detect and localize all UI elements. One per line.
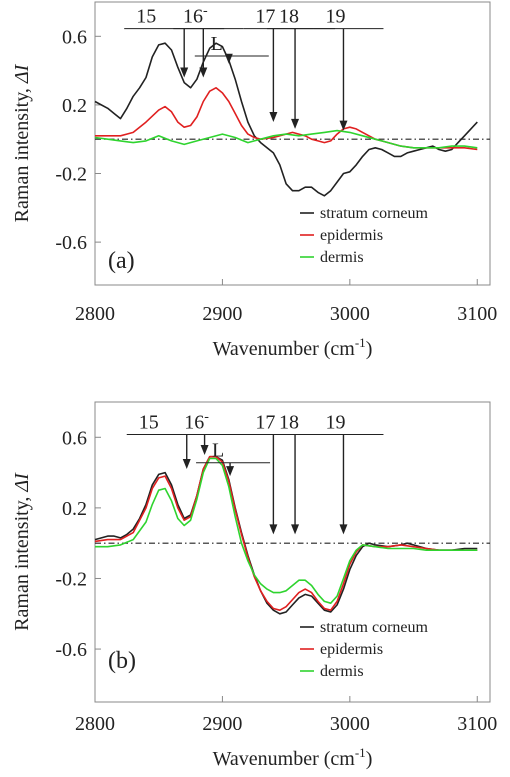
peak-arrow-head [199, 67, 208, 78]
y-tick-label: 0.2 [62, 95, 87, 117]
panel-label: (b) [108, 648, 136, 674]
panel-label: (a) [108, 248, 135, 274]
x-tick-label: 3000 [330, 303, 370, 325]
x-tick-label: 3000 [330, 713, 370, 735]
x-tick-label: 2800 [75, 713, 115, 735]
peak-label: 17 [255, 411, 275, 433]
x-tick-label: 2900 [202, 303, 242, 325]
peak-arrow-head [269, 524, 278, 535]
y-tick-label: -0.2 [55, 164, 87, 186]
series-line-stratum-corneum [94, 42, 478, 197]
peak-arrow-head [269, 112, 278, 123]
x-tick-label: 2800 [75, 303, 115, 325]
peak-label: 19 [325, 411, 345, 433]
peak-arrow-head [339, 524, 348, 535]
series-line-epidermis [94, 455, 478, 611]
x-axis-label: Wavenumber (cm-1) [213, 335, 373, 360]
series-line-dermis [94, 129, 478, 149]
peak-arrow-head [226, 466, 235, 477]
y-tick-label: 0.6 [62, 26, 87, 48]
peak-label: 15 [139, 411, 159, 433]
peak-label: 15 [136, 6, 156, 28]
peak-label: 18 [279, 6, 299, 28]
y-tick-label: -0.2 [55, 568, 87, 590]
y-axis-label: Raman intensity, ΔI [11, 472, 33, 631]
y-axis-label: Raman intensity, ΔI [11, 63, 33, 222]
y-tick-label: -0.6 [55, 232, 87, 254]
legend-entry: stratum corneum [320, 619, 429, 636]
series-line-stratum-corneum [94, 455, 478, 615]
legend-entry: epidermis [320, 641, 383, 658]
peak-label: 16- [184, 409, 209, 433]
peak-arrow-head [224, 53, 233, 64]
series-line-dermis [95, 457, 478, 604]
peak-label: 16- [183, 4, 208, 28]
x-tick-label: 3100 [457, 713, 497, 735]
peak-label: L [212, 440, 224, 462]
plot-frame [94, 401, 491, 703]
peak-label: 19 [325, 6, 345, 28]
peak-label: 17 [255, 6, 275, 28]
x-axis-label: Wavenumber (cm-1) [213, 745, 373, 770]
series-line-epidermis [95, 87, 478, 151]
peak-label: L [211, 33, 223, 55]
peak-arrow-head [339, 120, 348, 131]
chart-panel-1: 0.6 0.2 -0.2 -0.6 2800 2900 3000 3100 Wavenumber… [11, 401, 497, 770]
y-tick-label: 0.2 [62, 498, 87, 520]
legend-entry: stratum corneum [320, 205, 429, 222]
x-tick-label: 3100 [457, 303, 497, 325]
x-tick-label: 2900 [202, 713, 242, 735]
chart-panel-0: 0.6 0.2 -0.2 -0.6 2800 2900 3000 3100 Wavenumber… [11, 1, 497, 360]
y-tick-label: 0.6 [62, 427, 87, 449]
y-tick-label: -0.6 [55, 639, 87, 661]
peak-arrow-head [182, 459, 191, 470]
legend-entry: epidermis [320, 227, 383, 244]
peak-label: 18 [279, 411, 299, 433]
plot-frame [94, 1, 491, 286]
legend-entry: dermis [320, 249, 364, 266]
peak-arrow-head [291, 118, 300, 129]
peak-arrow-head [291, 524, 300, 535]
peak-arrow-head [200, 444, 209, 455]
legend-entry: dermis [320, 663, 364, 680]
peak-arrow-head [180, 67, 189, 78]
